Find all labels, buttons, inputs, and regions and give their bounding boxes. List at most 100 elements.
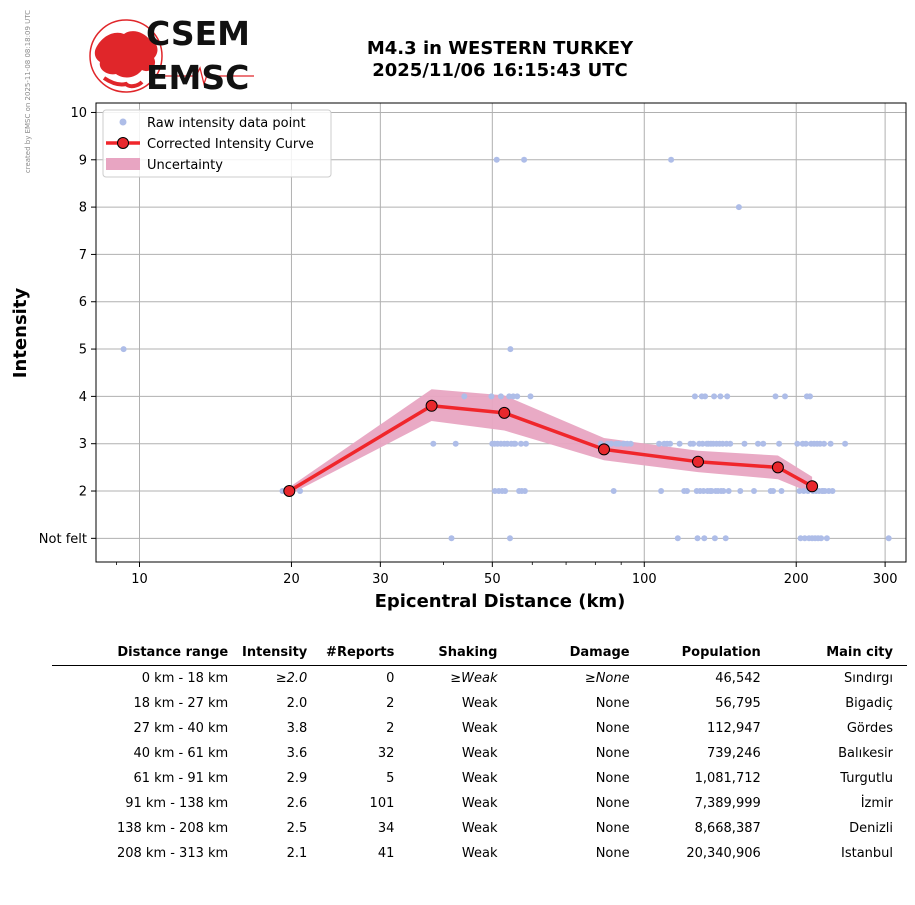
- cell-intensity: 2.6: [286, 796, 308, 811]
- cell-range: 61 km - 91 km: [133, 771, 229, 786]
- raw-data-point: [885, 535, 892, 542]
- raw-data-point: [521, 156, 528, 163]
- cell-reports: 2: [386, 696, 395, 711]
- header-reports: #Reports: [307, 640, 395, 666]
- intensity-chart: 10 20 30 50 100 200 300 Not felt 2 3 4 5 6 7 8 9 10 Epic…: [10, 102, 907, 612]
- raw-data-point: [674, 535, 681, 542]
- raw-data-point: [782, 393, 788, 400]
- x-tick-label: 10: [131, 572, 148, 587]
- x-tick-label: 50: [484, 572, 501, 587]
- raw-data-point: [514, 393, 521, 400]
- cell-shaking: ≥Weak: [450, 671, 498, 686]
- y-tick-label: 8: [79, 201, 87, 216]
- legend-uncertainty-label: Uncertainty: [147, 158, 223, 173]
- header-intensity: Intensity: [228, 640, 308, 666]
- raw-data-point: [727, 440, 734, 447]
- header-population: Population: [629, 640, 761, 666]
- raw-data-point: [724, 393, 731, 400]
- cell-shaking: Weak: [461, 696, 498, 711]
- cell-reports: 32: [377, 746, 395, 761]
- raw-data-point: [615, 440, 622, 447]
- cell-population: 1,081,712: [694, 771, 761, 786]
- raw-data-point: [821, 440, 827, 447]
- header-distance-range: Distance range: [52, 640, 229, 666]
- header-damage: Damage: [497, 640, 630, 666]
- chart-subtitle: 2025/11/06 16:15:43 UTC: [372, 60, 628, 81]
- y-tick-label: 10: [70, 106, 87, 121]
- raw-data-point: [722, 535, 729, 542]
- raw-data-point: [701, 535, 708, 542]
- cell-city: Sındırgı: [844, 671, 893, 686]
- raw-data-point: [823, 535, 830, 542]
- raw-data-point: [461, 393, 468, 400]
- cell-shaking: Weak: [461, 821, 498, 836]
- cell-damage: None: [595, 796, 630, 811]
- raw-data-point: [827, 440, 834, 447]
- cell-intensity: 2.9: [286, 771, 308, 786]
- x-tick-label: 20: [283, 572, 300, 587]
- raw-data-point: [699, 440, 706, 447]
- cell-population: 8,668,387: [694, 821, 761, 836]
- curve-marker: [283, 485, 296, 497]
- cell-damage: None: [595, 821, 630, 836]
- legend: Raw intensity data point Corrected Inten…: [102, 109, 332, 178]
- legend-box: [102, 109, 332, 178]
- raw-data-point: [737, 488, 744, 494]
- y-tick-label: 2: [79, 485, 87, 500]
- logo-line-1: CSEM: [146, 14, 250, 53]
- curve-marker: [771, 461, 784, 474]
- cell-shaking: Weak: [461, 721, 498, 736]
- cell-shaking: Weak: [461, 796, 498, 811]
- raw-data-point: [735, 204, 742, 211]
- cell-damage: ≥None: [584, 671, 630, 686]
- cell-intensity: ≥2.0: [275, 671, 308, 686]
- table-row: 91 km - 138 km 2.6 101 Weak None 7,389,9…: [52, 791, 907, 816]
- x-tick-label: 100: [632, 572, 657, 587]
- curve-marker: [425, 399, 438, 412]
- y-tick-label: Not felt: [39, 532, 87, 547]
- raw-data-point: [842, 440, 849, 447]
- raw-data-point: [120, 346, 127, 353]
- table-header-row: Distance range Intensity #Reports Shakin…: [52, 640, 907, 666]
- y-axis-label: Intensity: [10, 288, 31, 379]
- raw-data-point: [488, 393, 495, 400]
- x-tick-label: 200: [784, 572, 809, 587]
- raw-data-point: [507, 535, 513, 542]
- raw-data-point: [741, 440, 748, 447]
- raw-data-point: [802, 440, 809, 447]
- raw-data-point: [770, 488, 777, 494]
- raw-data-point: [452, 440, 459, 447]
- raw-data-point: [694, 535, 701, 542]
- legend-curve-marker: [117, 137, 129, 149]
- cell-population: 7,389,999: [694, 796, 761, 811]
- raw-data-point: [668, 156, 675, 163]
- cell-shaking: Weak: [461, 771, 498, 786]
- cell-range: 208 km - 313 km: [116, 846, 229, 861]
- cell-city: Turgutlu: [840, 771, 893, 786]
- raw-data-point: [627, 440, 634, 447]
- raw-data-point: [800, 488, 807, 494]
- raw-data-point: [507, 346, 514, 353]
- legend-raw-marker: [119, 118, 127, 126]
- x-tick-label: 300: [873, 572, 898, 587]
- cell-intensity: 3.8: [286, 721, 308, 736]
- table-row: 61 km - 91 km 2.9 5 Weak None 1,081,712 …: [52, 766, 907, 791]
- cell-range: 40 km - 61 km: [133, 746, 229, 761]
- raw-data-point: [518, 440, 524, 447]
- cell-damage: None: [595, 846, 630, 861]
- raw-data-point: [523, 440, 529, 447]
- y-tick-label: 4: [79, 390, 87, 405]
- uncertainty-band: [289, 389, 813, 495]
- raw-data-point: [801, 535, 808, 542]
- raw-data-point: [796, 488, 803, 494]
- cell-city: Balıkesir: [838, 746, 893, 761]
- raw-data-point: [690, 440, 697, 447]
- raw-data-point: [725, 488, 732, 494]
- raw-data-point: [658, 488, 665, 494]
- cell-damage: None: [595, 771, 630, 786]
- raw-data-point: [711, 393, 718, 400]
- raw-data-point: [751, 488, 757, 494]
- cell-range: 27 km - 40 km: [133, 721, 229, 736]
- cell-intensity: 2.1: [286, 846, 308, 861]
- raw-data-point: [656, 440, 663, 447]
